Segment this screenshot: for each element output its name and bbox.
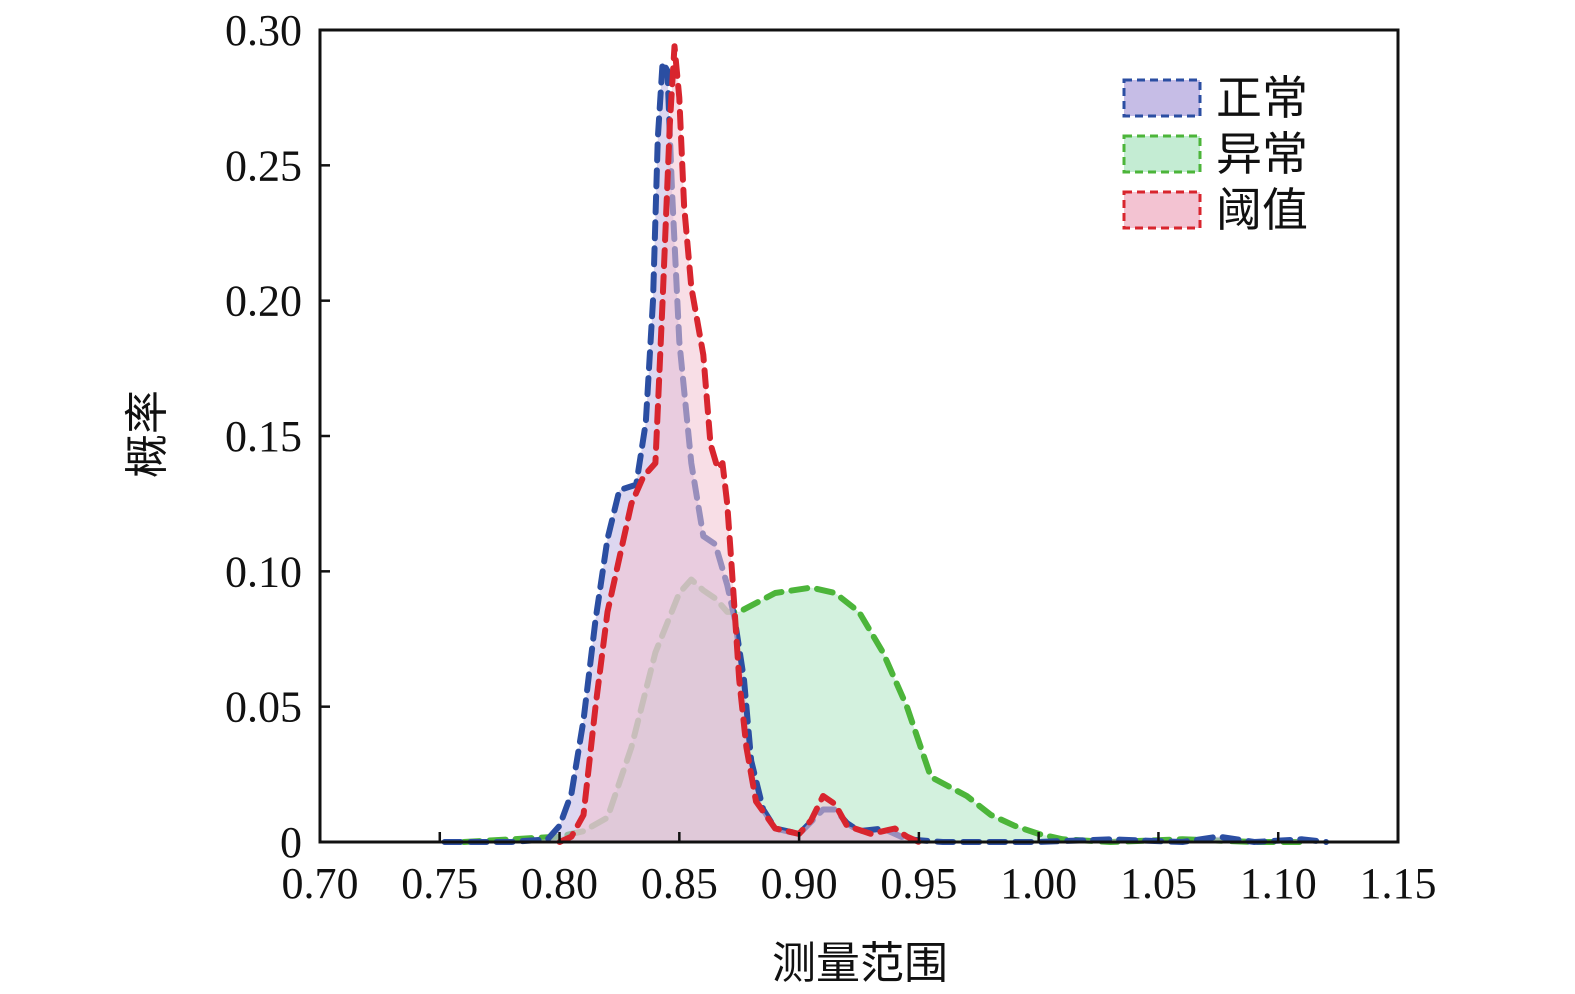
legend-swatch-2 xyxy=(1122,134,1202,174)
x-tick-label: 0.80 xyxy=(521,859,598,908)
series-area-3 xyxy=(559,46,919,842)
y-tick-label: 0.25 xyxy=(225,141,302,190)
legend-swatch-3 xyxy=(1122,190,1202,230)
y-tick-label: 0.20 xyxy=(225,277,302,326)
x-axis-title: 测量范围 xyxy=(772,938,948,989)
y-tick-label: 0.15 xyxy=(225,412,302,461)
y-tick-label: 0.10 xyxy=(225,547,302,596)
y-axis-title: 概率 xyxy=(122,390,173,478)
x-tick-label: 0.75 xyxy=(401,859,478,908)
legend-label-2: 异常 xyxy=(1216,127,1308,181)
legend-label-3: 阈值 xyxy=(1216,183,1308,237)
x-tick-label: 0.85 xyxy=(641,859,718,908)
x-tick-label: 1.00 xyxy=(1000,859,1077,908)
legend-label-1: 正常 xyxy=(1216,71,1308,125)
y-tick-label: 0.05 xyxy=(225,683,302,732)
x-tick-label: 1.15 xyxy=(1360,859,1437,908)
x-tick-label: 1.10 xyxy=(1240,859,1317,908)
x-tick-label: 1.05 xyxy=(1120,859,1197,908)
y-tick-label: 0.30 xyxy=(225,6,302,55)
x-tick-label: 0.90 xyxy=(761,859,838,908)
legend-swatch-1 xyxy=(1122,78,1202,118)
series-line-3 xyxy=(556,43,922,845)
y-tick-label: 0 xyxy=(280,818,302,867)
x-tick-label: 0.95 xyxy=(880,859,957,908)
axes-layer: 0.70 0.75 0.80 0.85 0.90 0.95 1.00 1.05 1.10 1.15… xyxy=(225,6,1437,908)
x-tick-label: 0.70 xyxy=(282,859,359,908)
